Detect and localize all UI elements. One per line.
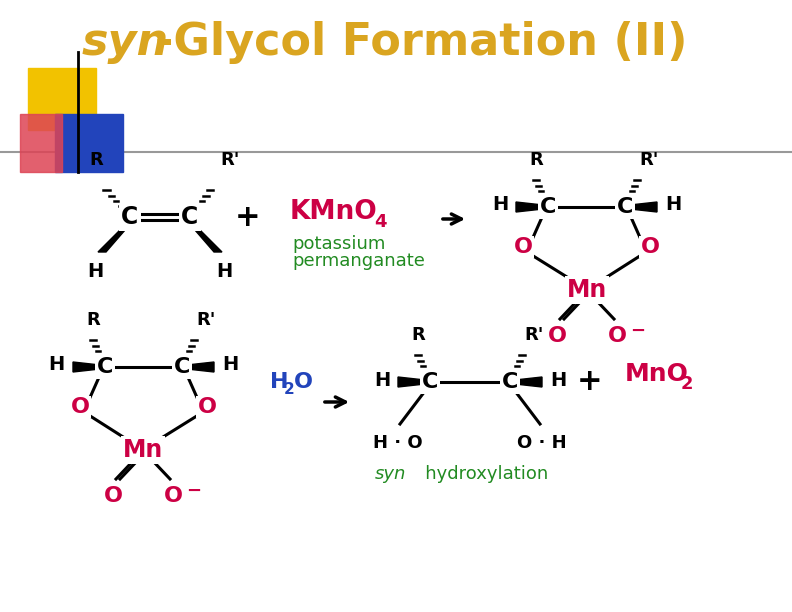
Text: R: R: [411, 326, 425, 344]
Text: R: R: [89, 151, 103, 169]
Text: potassium: potassium: [292, 235, 386, 253]
Text: syn: syn: [375, 465, 406, 483]
Text: H: H: [216, 262, 232, 281]
Text: C: C: [422, 372, 438, 392]
Text: 4: 4: [374, 213, 386, 231]
Text: O: O: [513, 237, 532, 257]
Text: C: C: [97, 357, 113, 377]
Text: H · O: H · O: [373, 434, 423, 452]
Text: R': R': [639, 151, 658, 169]
Text: H: H: [49, 356, 65, 375]
Text: O: O: [70, 397, 89, 417]
Text: −: −: [630, 322, 645, 340]
Text: Mn: Mn: [567, 278, 607, 302]
Text: O: O: [197, 397, 216, 417]
Polygon shape: [187, 362, 214, 372]
Text: −: −: [186, 482, 201, 500]
Text: -Glycol Formation (II): -Glycol Formation (II): [155, 20, 687, 64]
Text: H: H: [374, 370, 390, 389]
Text: H: H: [270, 372, 288, 392]
Text: C: C: [173, 357, 190, 377]
Polygon shape: [516, 202, 543, 212]
Text: MnO: MnO: [625, 362, 689, 386]
Text: O: O: [547, 326, 566, 346]
Text: 2: 2: [681, 375, 694, 393]
Bar: [55, 114, 123, 172]
Text: O: O: [163, 486, 182, 506]
Text: H: H: [492, 195, 508, 214]
Polygon shape: [188, 222, 222, 252]
Text: 2: 2: [284, 382, 295, 398]
Text: syn: syn: [82, 20, 169, 64]
Text: R': R': [196, 311, 215, 329]
Polygon shape: [398, 377, 425, 387]
Text: +: +: [577, 367, 603, 397]
Text: C: C: [617, 197, 633, 217]
Text: Mn: Mn: [123, 438, 163, 462]
Polygon shape: [515, 377, 542, 387]
Text: permanganate: permanganate: [292, 252, 425, 270]
Text: H: H: [665, 195, 681, 214]
Text: H: H: [87, 262, 103, 281]
Polygon shape: [98, 222, 132, 252]
Text: O: O: [641, 237, 660, 257]
Text: O · H: O · H: [517, 434, 567, 452]
Polygon shape: [630, 202, 657, 212]
Text: O: O: [607, 326, 626, 346]
Text: H: H: [550, 370, 566, 389]
Text: O: O: [294, 372, 313, 392]
Text: C: C: [502, 372, 518, 392]
Text: R': R': [220, 151, 239, 169]
Text: R': R': [524, 326, 543, 344]
Polygon shape: [73, 362, 100, 372]
Text: +: +: [235, 203, 261, 231]
Text: C: C: [181, 205, 199, 229]
Text: R: R: [86, 311, 100, 329]
Text: H: H: [222, 356, 238, 375]
Text: C: C: [540, 197, 556, 217]
Text: C: C: [121, 205, 139, 229]
Text: R: R: [529, 151, 543, 169]
Text: hydroxylation: hydroxylation: [408, 465, 548, 483]
Bar: [28, 68, 96, 130]
Text: KMnO: KMnO: [290, 199, 378, 225]
Bar: [20, 114, 62, 172]
Text: O: O: [104, 486, 123, 506]
